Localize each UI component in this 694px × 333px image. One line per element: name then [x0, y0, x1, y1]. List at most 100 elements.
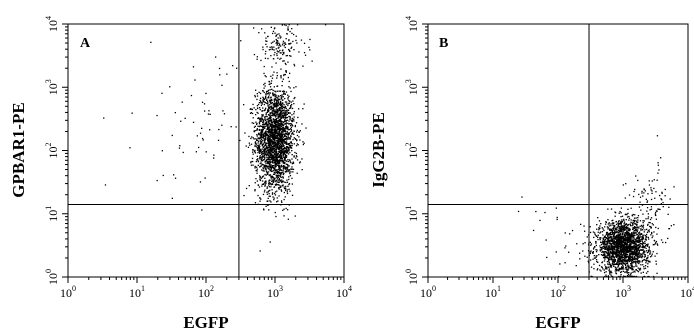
data-point [635, 254, 637, 256]
data-point [280, 98, 282, 100]
data-point [280, 156, 282, 158]
data-point [606, 245, 608, 248]
data-point [257, 144, 259, 147]
data-point [266, 161, 268, 163]
data-point [291, 143, 293, 145]
data-point [274, 99, 276, 101]
data-point [268, 92, 270, 94]
data-point [292, 125, 294, 127]
data-point [631, 265, 633, 267]
data-point [628, 258, 631, 260]
data-point [281, 50, 284, 52]
data-point [285, 188, 287, 190]
data-point [295, 155, 298, 157]
data-point [273, 54, 275, 56]
data-point [277, 152, 279, 154]
data-point [281, 94, 283, 96]
data-point [608, 236, 611, 239]
data-point [273, 98, 275, 100]
data-point [282, 93, 285, 95]
data-point [651, 192, 653, 194]
data-point [652, 244, 654, 246]
data-point [639, 254, 641, 257]
data-point [265, 123, 267, 125]
data-point [277, 51, 279, 53]
data-point [652, 224, 654, 226]
data-point [284, 46, 286, 49]
data-point [203, 103, 206, 105]
y-tick-label: 104 [404, 16, 420, 32]
data-point [650, 198, 653, 201]
data-point [262, 129, 264, 131]
data-point [281, 80, 283, 83]
data-point [266, 123, 268, 126]
data-point [271, 114, 273, 116]
data-point [280, 103, 282, 105]
data-point [600, 266, 603, 268]
data-point [288, 24, 290, 26]
data-point [639, 201, 641, 203]
data-point [266, 146, 268, 148]
panel-b-ylabel: IgG2B-PE [369, 112, 388, 188]
data-point [284, 93, 286, 95]
data-point [309, 38, 311, 41]
data-point [654, 197, 656, 199]
data-point [278, 130, 281, 133]
data-point [606, 241, 608, 243]
data-point [276, 141, 279, 143]
data-point [614, 268, 617, 270]
data-point [618, 238, 620, 240]
data-point [254, 202, 257, 204]
data-point [267, 171, 270, 173]
data-point [282, 133, 285, 135]
data-point [609, 228, 611, 230]
data-point [631, 267, 633, 269]
data-point [275, 149, 277, 151]
data-point [275, 215, 277, 218]
data-point [268, 130, 270, 132]
data-point [624, 245, 626, 247]
data-point [264, 127, 266, 130]
data-point [275, 102, 277, 104]
data-point [609, 270, 611, 272]
data-point [223, 113, 226, 115]
data-point [258, 32, 260, 34]
data-point [276, 44, 278, 46]
data-point [280, 128, 282, 130]
data-point [584, 230, 586, 232]
data-point [597, 261, 599, 263]
data-point [278, 150, 280, 153]
data-point [279, 139, 281, 141]
data-point [617, 239, 619, 241]
data-point [263, 137, 265, 139]
data-point [291, 168, 293, 170]
data-point [273, 168, 275, 170]
data-point [652, 235, 654, 237]
data-point [267, 135, 269, 137]
data-point [620, 216, 622, 218]
data-point [263, 158, 265, 161]
data-point [275, 183, 277, 185]
data-point [616, 234, 618, 236]
data-point [612, 246, 614, 248]
data-point [637, 257, 639, 259]
data-point [285, 119, 287, 122]
data-point [260, 143, 262, 145]
data-point [273, 155, 275, 157]
data-point [278, 139, 280, 141]
data-point [284, 148, 286, 150]
data-point [273, 199, 275, 201]
data-point [274, 130, 276, 132]
data-point [288, 188, 290, 190]
data-point [277, 179, 280, 181]
data-point [279, 37, 281, 39]
data-point [592, 251, 594, 253]
data-point [620, 274, 622, 276]
data-point [268, 92, 270, 95]
data-point [616, 230, 618, 233]
data-point [300, 39, 303, 41]
data-point [635, 229, 637, 232]
data-point [636, 245, 638, 247]
data-point [610, 251, 612, 253]
data-point [277, 153, 279, 155]
